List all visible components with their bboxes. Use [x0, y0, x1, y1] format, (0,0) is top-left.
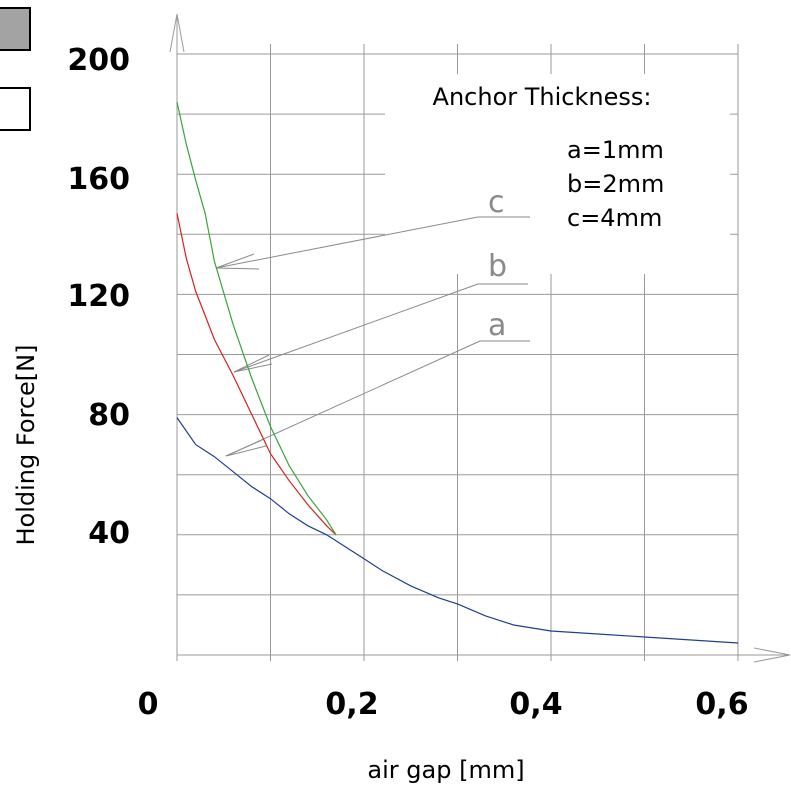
- annotation-label-c: c: [488, 185, 505, 220]
- annotation-leader-a: [225, 340, 481, 457]
- series-line-a: [176, 417, 739, 644]
- x-tick-0-4: 0,4: [509, 687, 562, 722]
- x-tick-0-6: 0,6: [695, 687, 748, 722]
- annotation-a: a: [225, 308, 530, 457]
- y-tick-labels: 40 80 120 160 200: [67, 43, 130, 551]
- swatch-filled: [0, 7, 31, 51]
- annotation-label-a: a: [488, 308, 506, 343]
- annotation-c: c: [215, 185, 530, 270]
- y-tick-160: 160: [67, 162, 130, 197]
- annotation-label-b: b: [488, 249, 507, 284]
- annotation-leader-b: [233, 283, 479, 373]
- annotation-arrow-a2: [225, 445, 267, 457]
- annotation-arrow-c2: [215, 267, 260, 270]
- series-line-c: [176, 101, 337, 536]
- legend-entry-a: a=1mm: [567, 136, 664, 164]
- axes: [169, 13, 791, 663]
- series-line-b: [176, 213, 337, 536]
- annotation-arrow-c1: [215, 253, 255, 269]
- x-axis-title: air gap [mm]: [367, 756, 524, 784]
- x-tick-0-2: 0,2: [325, 687, 378, 722]
- annotation-b: b: [233, 249, 528, 373]
- annotation-arrow-a1: [225, 439, 263, 457]
- y-tick-80: 80: [88, 398, 130, 433]
- legend-background: [385, 74, 730, 274]
- legend: Anchor Thickness: a=1mm b=2mm c=4mm: [385, 74, 730, 274]
- legend-entry-c: c=4mm: [567, 204, 662, 232]
- annotation-arrow-b1: [233, 354, 270, 373]
- x-tick-0: 0: [138, 687, 159, 722]
- y-axis-arrow: [169, 13, 185, 53]
- y-tick-120: 120: [67, 279, 130, 314]
- legend-entry-b: b=2mm: [567, 170, 664, 198]
- x-axis-arrow: [753, 647, 791, 663]
- series: [176, 101, 739, 644]
- y-tick-200: 200: [67, 43, 130, 78]
- x-tick-labels: 0 0,2 0,4 0,6: [138, 687, 749, 722]
- annotation-arrow-b2: [233, 363, 273, 373]
- legend-title: Anchor Thickness:: [433, 83, 652, 111]
- swatch-empty: [0, 87, 31, 131]
- y-axis-title: Holding Force[N]: [12, 345, 40, 546]
- annotation-leader-c: [215, 216, 479, 269]
- y-tick-40: 40: [88, 516, 130, 551]
